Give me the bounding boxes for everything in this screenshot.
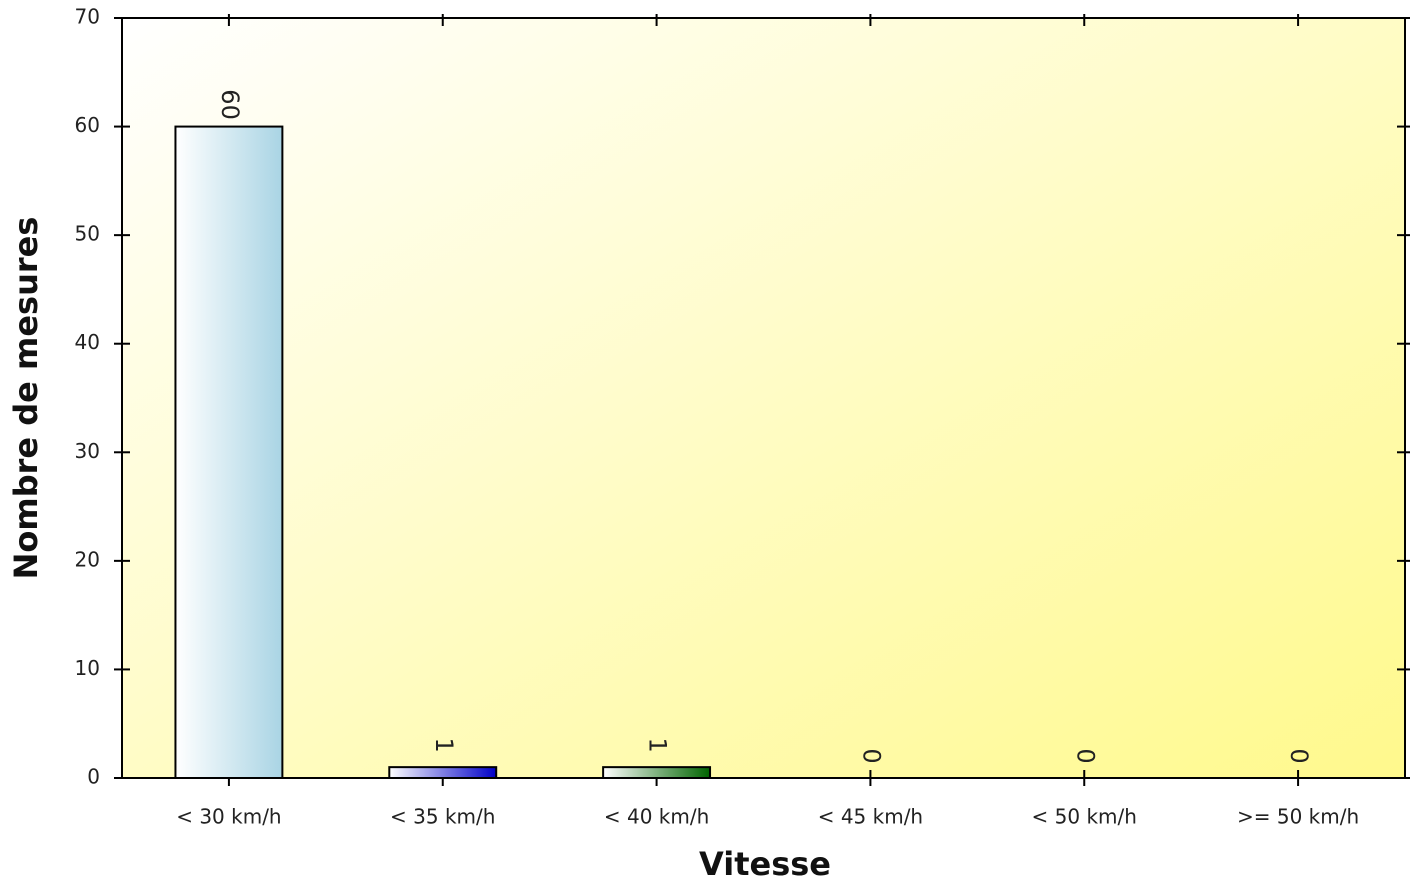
y-tick-label: 20 [75, 547, 100, 571]
value-label: 0 [1071, 748, 1099, 763]
value-label: 0 [857, 748, 885, 763]
x-tick-label: >= 50 km/h [1237, 805, 1359, 829]
plot-area [121, 17, 1406, 779]
y-tick-label: 0 [87, 765, 100, 789]
y-tick-label: 40 [75, 330, 100, 354]
bar [174, 125, 284, 780]
x-tick-label: < 30 km/h [176, 805, 281, 829]
x-tick-label: < 45 km/h [818, 805, 923, 829]
y-tick-label: 10 [75, 656, 100, 680]
x-tick-label: < 50 km/h [1032, 805, 1137, 829]
y-tick-label: 70 [75, 5, 100, 29]
value-label: 60 [216, 89, 244, 120]
bar [388, 766, 498, 780]
x-tick-label: < 35 km/h [390, 805, 495, 829]
y-tick-label: 50 [75, 222, 100, 246]
y-axis-title: Nombre de mesures [7, 217, 45, 580]
x-tick-label: < 40 km/h [604, 805, 709, 829]
y-tick-label: 30 [75, 439, 100, 463]
bar [602, 766, 712, 780]
value-label: 1 [430, 738, 458, 753]
value-label: 1 [644, 738, 672, 753]
x-axis-title: Vitesse [699, 845, 831, 883]
value-label: 0 [1285, 748, 1313, 763]
y-tick-label: 60 [75, 113, 100, 137]
